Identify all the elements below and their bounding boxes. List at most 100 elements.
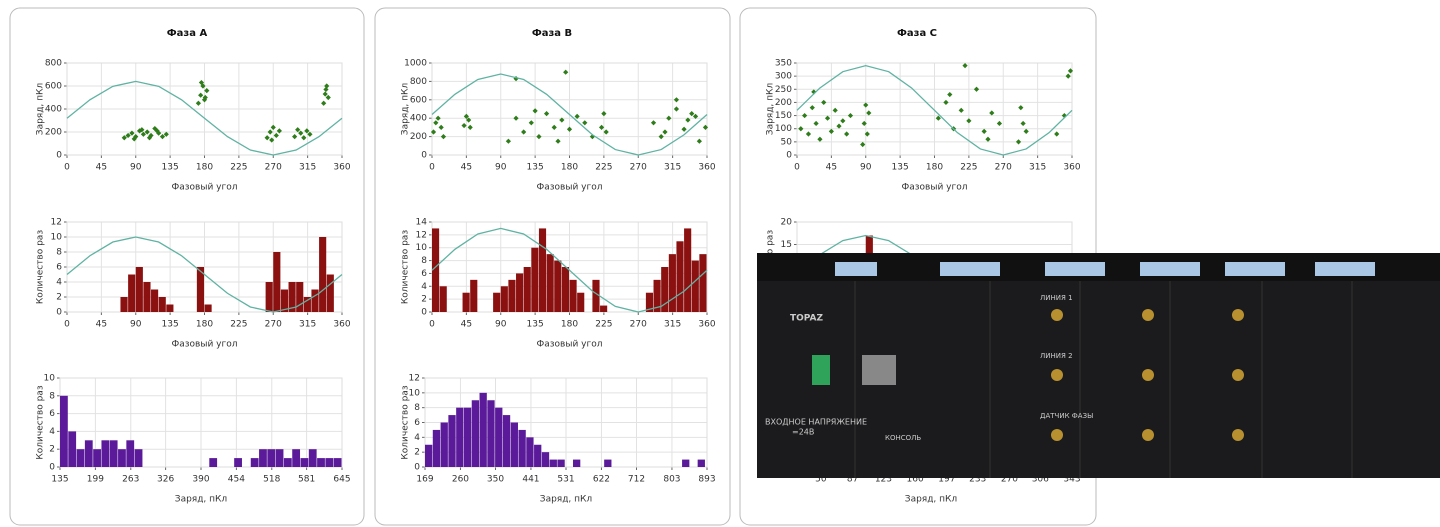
y-axis-label: Заряд, пКл bbox=[401, 83, 411, 135]
x-tick-label: 622 bbox=[593, 475, 610, 485]
x-tick-label: 90 bbox=[495, 163, 507, 173]
histogram-bar bbox=[534, 445, 541, 467]
screen: Фаза A0459013518022527031536002004006008… bbox=[0, 0, 1440, 527]
x-tick-label: 270 bbox=[630, 320, 647, 330]
histogram-bar bbox=[135, 449, 143, 467]
histogram-bar bbox=[319, 237, 326, 312]
x-axis-label: Заряд, пКл bbox=[905, 495, 957, 505]
page: Фаза A0459013518022527031536002004006008… bbox=[0, 0, 1440, 527]
histogram-bar bbox=[464, 408, 471, 467]
histogram-bar bbox=[166, 305, 173, 313]
panel-title: Фаза C bbox=[897, 28, 937, 39]
x-tick-label: 135 bbox=[162, 320, 179, 330]
histogram-bar bbox=[495, 408, 502, 467]
panel-title: Фаза A bbox=[167, 28, 208, 39]
bnc-connector bbox=[1051, 309, 1063, 321]
x-tick-label: 135 bbox=[892, 163, 909, 173]
y-tick-label: 10 bbox=[44, 374, 56, 384]
histogram-bar bbox=[698, 460, 705, 467]
bnc-connector bbox=[1232, 369, 1244, 381]
y-tick-label: 200 bbox=[45, 128, 62, 138]
y-tick-label: 2 bbox=[414, 448, 420, 458]
histogram-bar bbox=[110, 440, 118, 467]
y-axis-label: Заряд, пКл bbox=[766, 83, 776, 135]
x-tick-label: 225 bbox=[230, 163, 247, 173]
bnc-connector bbox=[1051, 369, 1063, 381]
histogram-bar bbox=[432, 228, 439, 312]
histogram-bar bbox=[234, 458, 242, 467]
x-tick-label: 441 bbox=[522, 475, 539, 485]
y-tick-label: 400 bbox=[45, 105, 62, 115]
x-tick-label: 135 bbox=[51, 475, 68, 485]
x-tick-label: 225 bbox=[595, 320, 612, 330]
histogram-bar bbox=[501, 286, 508, 312]
x-tick-label: 0 bbox=[429, 320, 435, 330]
x-tick-label: 225 bbox=[595, 163, 612, 173]
x-axis-label: Фазовый угол bbox=[172, 340, 238, 350]
bnc-connector bbox=[1142, 429, 1154, 441]
histogram-bar bbox=[547, 254, 554, 312]
y-tick-label: 12 bbox=[51, 218, 62, 228]
y-tick-label: 100 bbox=[775, 124, 792, 134]
x-tick-label: 90 bbox=[130, 320, 142, 330]
histogram-bar bbox=[151, 290, 158, 313]
y-tick-label: 4 bbox=[49, 427, 55, 437]
y-tick-label: 0 bbox=[421, 308, 427, 318]
photo-text: ВХОДНОЕ НАПРЯЖЕНИЕ bbox=[765, 418, 867, 427]
histogram-bar bbox=[60, 396, 68, 467]
y-tick-label: 600 bbox=[45, 82, 62, 92]
x-tick-label: 90 bbox=[130, 163, 142, 173]
histogram-bar bbox=[516, 273, 523, 312]
histogram-bar bbox=[273, 252, 280, 312]
y-tick-label: 0 bbox=[786, 151, 792, 161]
y-tick-label: 4 bbox=[414, 433, 420, 443]
histogram-bar bbox=[539, 228, 546, 312]
histogram-bar bbox=[682, 460, 689, 467]
panel-title: Фаза B bbox=[532, 28, 572, 39]
histogram-bar bbox=[325, 458, 333, 467]
histogram-bar bbox=[118, 449, 126, 467]
y-axis-label: Количество раз bbox=[401, 385, 411, 459]
y-tick-label: 2 bbox=[56, 293, 62, 303]
module-label bbox=[1315, 262, 1375, 276]
photo-text: ДАТЧИК ФАЗЫ bbox=[1040, 412, 1093, 420]
x-tick-label: 90 bbox=[860, 163, 872, 173]
x-tick-label: 270 bbox=[265, 163, 282, 173]
histogram-bar bbox=[684, 228, 691, 312]
x-axis-label: Заряд, пКл bbox=[175, 495, 227, 505]
histogram-bar bbox=[317, 458, 325, 467]
histogram-bar bbox=[577, 293, 584, 312]
histogram-bar bbox=[126, 440, 134, 467]
y-tick-label: 300 bbox=[775, 72, 792, 82]
bnc-connector bbox=[1232, 309, 1244, 321]
histogram-bar bbox=[456, 408, 463, 467]
y-tick-label: 50 bbox=[781, 137, 793, 147]
histogram-bar bbox=[159, 297, 166, 312]
photo-text: ЛИНИЯ 1 bbox=[1040, 294, 1073, 302]
x-tick-label: 360 bbox=[698, 320, 715, 330]
module-label bbox=[1140, 262, 1200, 276]
x-tick-label: 315 bbox=[1029, 163, 1046, 173]
x-tick-label: 45 bbox=[461, 163, 472, 173]
histogram-bar bbox=[136, 267, 143, 312]
x-tick-label: 315 bbox=[299, 320, 316, 330]
x-tick-label: 199 bbox=[87, 475, 104, 485]
histogram-bar bbox=[101, 440, 109, 467]
x-tick-label: 45 bbox=[461, 320, 472, 330]
y-axis-label: Заряд, пКл bbox=[36, 83, 46, 135]
histogram-bar bbox=[77, 449, 85, 467]
y-tick-label: 0 bbox=[414, 463, 420, 473]
module-label bbox=[835, 262, 877, 276]
y-tick-label: 0 bbox=[421, 151, 427, 161]
y-tick-label: 200 bbox=[410, 132, 427, 142]
histogram-bar bbox=[448, 415, 455, 467]
x-tick-label: 0 bbox=[429, 163, 435, 173]
x-axis-label: Заряд, пКл bbox=[540, 495, 592, 505]
y-tick-label: 10 bbox=[416, 243, 428, 253]
device-photo: TOPAZ ВХОДНОЕ НАПРЯЖЕНИЕ =24В КОНСОЛЬ ЛИ… bbox=[757, 253, 1440, 478]
histogram-bar bbox=[93, 449, 101, 467]
x-tick-label: 225 bbox=[230, 320, 247, 330]
y-tick-label: 150 bbox=[775, 111, 792, 121]
bnc-connector bbox=[1232, 429, 1244, 441]
x-tick-label: 263 bbox=[122, 475, 139, 485]
